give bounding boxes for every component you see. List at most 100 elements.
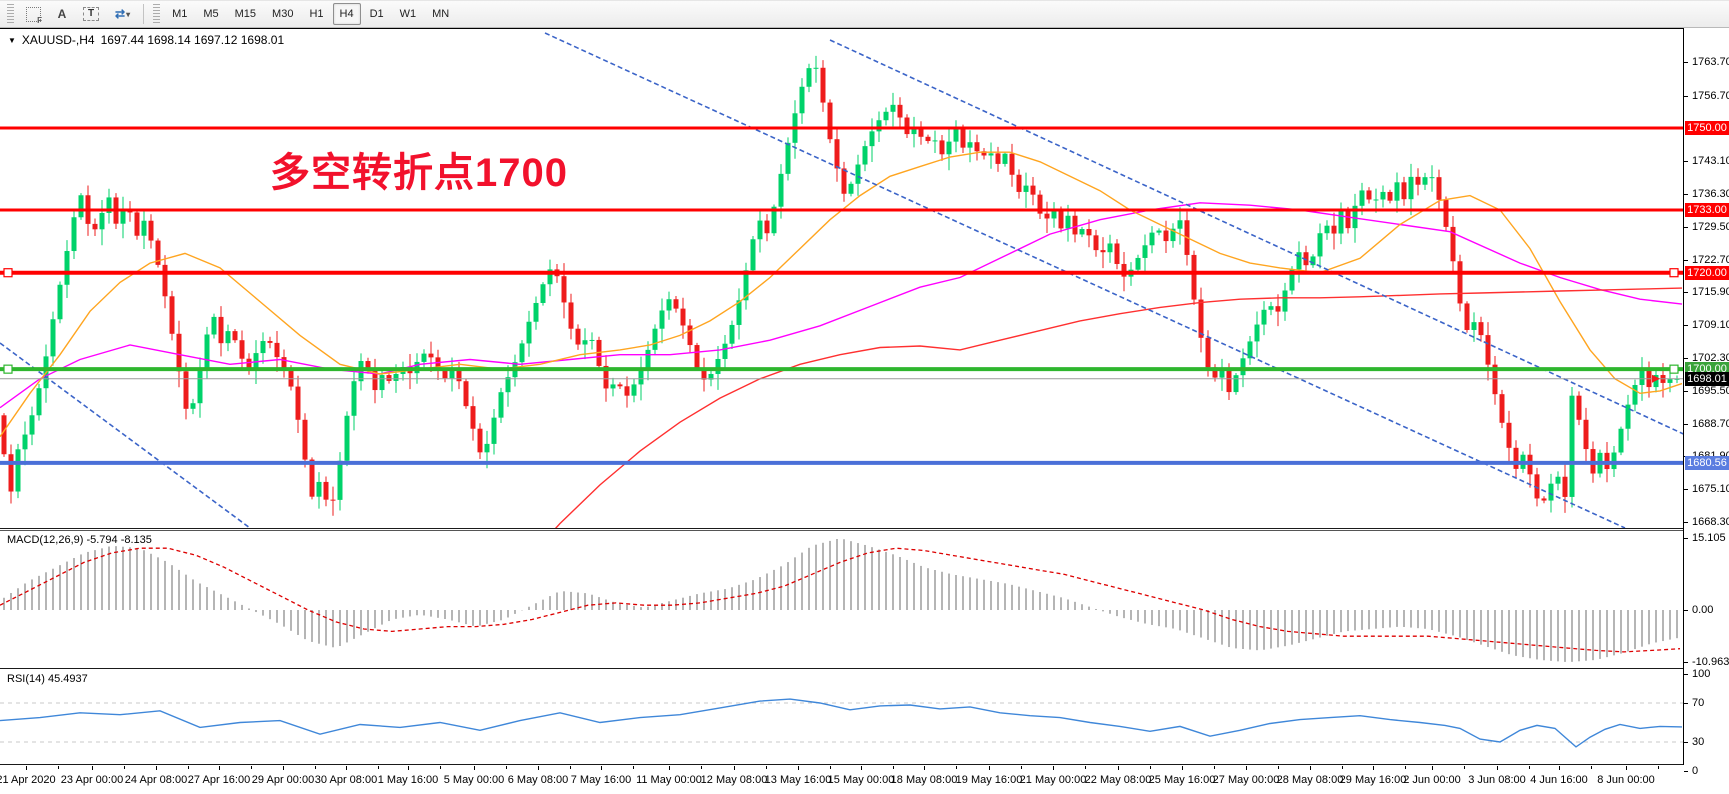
timeframe-button-h4[interactable]: H4 [332,3,361,25]
candle-bull [1065,215,1071,229]
candle-bull [736,300,742,325]
price-tick-label: 1702.30 [1692,352,1729,365]
candle-bear [1121,263,1127,277]
time-tick [92,766,93,770]
timeframes-grip[interactable] [153,4,161,24]
candle-bull [645,349,651,370]
price-tick-label: 1688.70 [1692,417,1729,430]
timeframe-button-w1[interactable]: W1 [399,8,417,20]
chart-template-button[interactable] [19,3,48,25]
candle-bull [337,460,343,500]
candle-bear [274,342,280,358]
axis-tick [1684,662,1688,664]
time-tick [1626,766,1627,770]
candle-bull [652,328,658,350]
candle-bear [1485,335,1491,365]
time-label: 3 Jun 08:00 [1468,774,1526,786]
time-tick [798,766,799,770]
arrows-tool-button[interactable]: ⇄ ▾ [108,3,137,25]
last-price-arrow [1652,374,1660,383]
main-macd-divider[interactable] [0,528,1684,529]
descending-trendline-lower[interactable] [544,32,1626,528]
axis-tick [1684,538,1688,540]
timeframe-button-m1[interactable]: M1 [172,8,188,20]
candle-bull [666,299,672,311]
price-tick-label: 1695.50 [1692,384,1729,397]
text-label-button[interactable]: A [50,3,74,25]
hline-handle [1669,268,1679,278]
collapse-triangle-icon[interactable]: ▼ [8,35,16,45]
macd-panel[interactable] [0,531,1684,668]
candle-bull [351,381,357,416]
candle-bull [785,142,791,174]
candle-bull [589,339,595,341]
timeframe-button-m15[interactable]: M15 [234,8,257,20]
candle-bear [575,328,581,345]
time-tick-minor [1464,766,1465,769]
time-label: 23 Apr 00:00 [60,774,124,786]
candle-bull [99,212,105,230]
time-tick-minor [570,766,571,769]
candle-bull [1422,177,1428,185]
time-tick-minor [830,766,831,769]
candle-bear [764,220,770,234]
candle-bear [673,299,679,309]
descending-trendline-left[interactable] [0,342,251,528]
candle-bear [456,368,462,382]
grid-f-icon [26,6,42,25]
candle-bull [1317,233,1323,257]
candle-bull [1051,209,1057,219]
candle-bull [631,384,637,396]
rsi-panel[interactable] [0,670,1684,764]
time-label: 11 May 00:00 [636,774,702,786]
time-axis[interactable]: 21 Apr 2020 23 Apr 00:00 24 Apr 08:00 27 Ap… [0,766,1684,794]
hline-handle [3,268,13,278]
text-box-button[interactable]: T [76,3,106,25]
timeframe-button-m5[interactable]: M5 [203,8,219,20]
rsi-canvas [0,698,1683,748]
candle-bear [169,296,175,334]
candle-bull [1107,243,1113,253]
main-price-chart[interactable] [0,28,1684,528]
letter-a-icon: A [57,7,67,21]
candle-bear [1541,498,1547,501]
time-label: 6 May 08:00 [507,774,569,786]
candle-bull [1471,322,1477,330]
candle-bull [1156,230,1162,233]
timeframe-button-h1[interactable]: H1 [309,8,324,20]
candle-bull [1177,220,1183,229]
time-tick [1559,766,1560,770]
timeframe-button-d1[interactable]: D1 [369,8,384,20]
price-tick-label: 1763.70 [1692,55,1729,68]
macd-rsi-divider[interactable] [0,668,1684,669]
candle-bear [218,316,224,344]
axis-tick [1684,226,1688,228]
time-tick [346,766,347,770]
time-tick-minor [633,766,634,769]
candle-bear [1513,447,1519,469]
candle-bear [309,459,315,497]
chart-annotation-text[interactable]: 多空转折点1700 [270,151,568,195]
time-label: 4 Jun 16:00 [1530,774,1588,786]
candle-bear [148,220,154,241]
candle-bear [372,369,378,391]
candle-bull [533,302,539,322]
candle-bull [967,142,973,148]
candle-bull [1324,225,1330,234]
text-box-icon: T [83,7,99,21]
axis-tick [1684,771,1688,773]
candle-bear [1009,153,1015,175]
candle-bull [71,217,77,252]
candle-bear [1093,235,1099,251]
descending-trendline-upper[interactable] [829,39,1684,437]
candle-bear [981,151,987,156]
timeframe-button-m30[interactable]: M30 [272,8,294,20]
toolbar-grip[interactable] [7,4,14,24]
timeframe-button-mn[interactable]: MN [432,8,450,20]
candle-bear [1331,225,1337,234]
candle-bear [1072,215,1078,235]
price-axis[interactable]: 1763.70 1756.70 1743.10 1736.30 1729.50 1722.… [1684,28,1729,794]
price-line-label-1733.00: 1733.00 [1685,203,1729,218]
candle-bull [1625,404,1631,429]
candle-bear [694,345,700,368]
